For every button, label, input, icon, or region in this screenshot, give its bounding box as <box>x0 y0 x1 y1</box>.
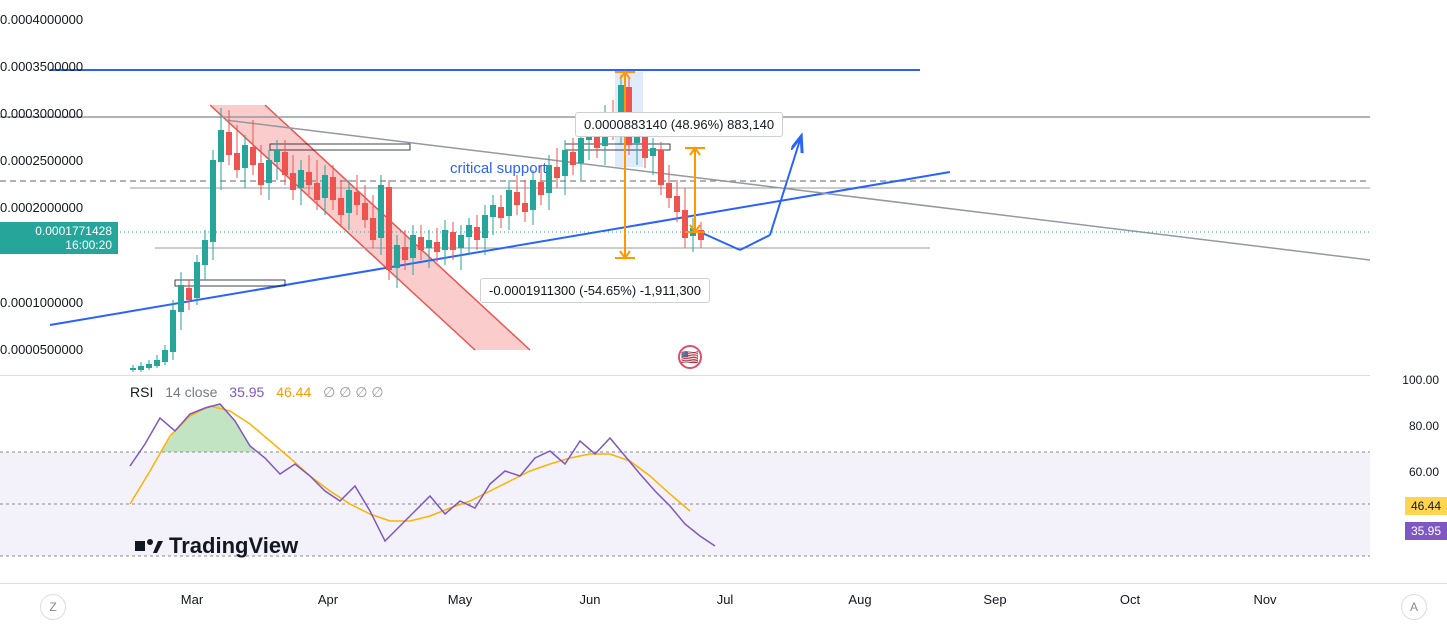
rsi-label: RSI <box>130 384 153 400</box>
x-tick-label: May <box>448 592 473 607</box>
us-flag-icon: 🇺🇸 <box>678 345 702 369</box>
y-tick-label: 0.0004000000 <box>0 12 83 27</box>
rsi-value-badge: 35.95 <box>1405 522 1447 540</box>
right-axis: 100.00 80.00 60.00 46.44 35.95 <box>1370 0 1447 583</box>
y-tick-label: 0.0000500000 <box>0 342 83 357</box>
x-tick-label: Jul <box>717 592 734 607</box>
rsi-params: 14 close <box>165 384 217 400</box>
x-tick-label: Sep <box>983 592 1006 607</box>
x-tick-label: Nov <box>1253 592 1276 607</box>
annotation-text: critical support <box>450 160 547 177</box>
y-tick-label: 0.0002000000 <box>0 200 83 215</box>
current-price-badge: 0.000177142816:00:20 <box>0 222 118 254</box>
rsi-value2: 46.44 <box>276 384 311 400</box>
x-tick-label: Aug <box>848 592 871 607</box>
scroll-left-button[interactable]: Z <box>40 594 66 620</box>
x-tick-label: Jun <box>580 592 601 607</box>
y-tick-label: 0.0003000000 <box>0 106 83 121</box>
rsi-chart[interactable]: RSI 14 close 35.95 46.44 ∅ ∅ ∅ ∅ Trading… <box>0 375 1370 583</box>
rsi-tick-label: 60.00 <box>1409 465 1439 479</box>
rsi-value-badge: 46.44 <box>1405 497 1447 515</box>
y-tick-label: 0.0003500000 <box>0 59 83 74</box>
price-chart[interactable]: 0.0000500000 0.0001000000 0.000177142816:0… <box>0 0 1370 375</box>
measurement-label: -0.0001911300 (-54.65%) -1,911,300 <box>480 278 710 303</box>
x-axis[interactable]: Mar Apr May Jun Jul Aug Sep Oct Nov Z A <box>0 583 1447 637</box>
y-tick-label: 0.0002500000 <box>0 153 83 168</box>
tradingview-logo: TradingView <box>135 533 298 559</box>
x-tick-label: Mar <box>181 592 203 607</box>
rsi-tick-label: 100.00 <box>1402 373 1439 387</box>
measurement-label: 0.0000883140 (48.96%) 883,140 <box>575 112 783 137</box>
rsi-extras: ∅ ∅ ∅ ∅ <box>323 384 383 400</box>
x-tick-label: Oct <box>1120 592 1140 607</box>
y-tick-label: 0.0001000000 <box>0 295 83 310</box>
price-chart-svg <box>0 0 1370 375</box>
x-tick-label: Apr <box>318 592 338 607</box>
rsi-value1: 35.95 <box>229 384 264 400</box>
logo-text: TradingView <box>169 533 298 559</box>
rsi-tick-label: 80.00 <box>1409 419 1439 433</box>
scroll-right-button[interactable]: A <box>1401 594 1427 620</box>
rsi-header: RSI 14 close 35.95 46.44 ∅ ∅ ∅ ∅ <box>130 384 392 401</box>
